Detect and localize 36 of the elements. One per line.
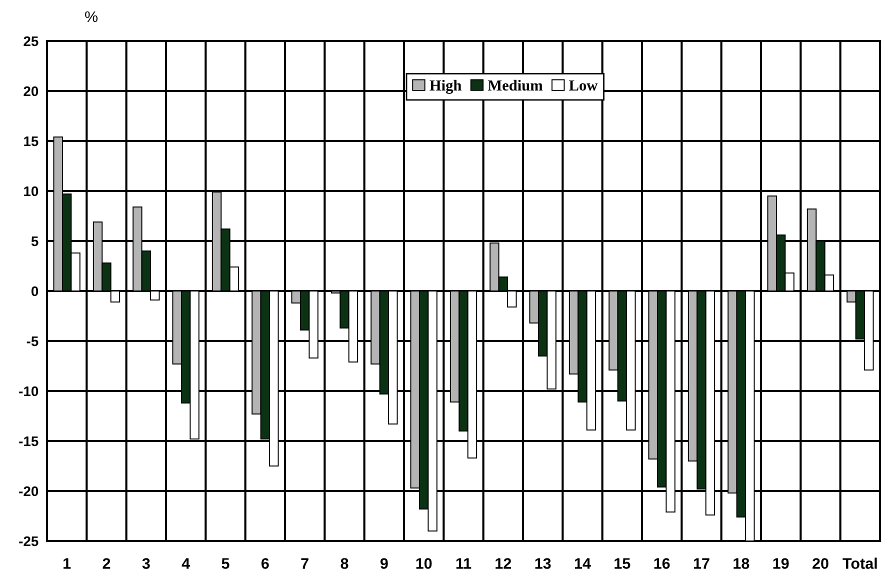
x-tick-label: 5 (222, 558, 230, 569)
y-tick-label: 25 (24, 36, 38, 46)
x-tick-label: 19 (773, 558, 789, 569)
x-tick-label: 10 (416, 558, 432, 569)
y-tick-label: 15 (24, 136, 38, 146)
x-tick-label: 1 (64, 558, 71, 569)
x-tick-label: 4 (182, 558, 190, 569)
x-tick-label: 8 (340, 558, 348, 569)
y-tick-label: 0 (31, 286, 38, 296)
x-tick-label: 18 (734, 558, 750, 569)
x-tick-label: 7 (301, 558, 308, 569)
legend-label: High (430, 80, 462, 94)
x-tick-label: 9 (380, 558, 388, 569)
x-tick-label: 16 (654, 558, 670, 569)
y-tick-label: 20 (24, 86, 38, 96)
x-tick-label: 14 (574, 558, 591, 569)
x-tick-label: 2 (102, 558, 110, 569)
y-tick-label: -15 (19, 436, 38, 446)
x-tick-label: 13 (535, 558, 551, 569)
x-tick-label: 6 (261, 558, 269, 569)
y-axis-title: % (85, 11, 98, 22)
y-tick-label: -25 (19, 536, 38, 546)
x-tick-label: 3 (142, 558, 150, 569)
y-tick-label: -10 (19, 386, 38, 396)
legend-label: Low (569, 80, 598, 91)
x-tick-label: 20 (812, 558, 828, 569)
x-tick-label: 15 (614, 558, 630, 569)
x-tick-label: 17 (694, 558, 710, 569)
y-tick-label: 10 (24, 186, 38, 196)
y-tick-label: -20 (19, 486, 38, 496)
x-tick-label: 11 (456, 558, 472, 569)
x-tick-label: Total (842, 558, 877, 569)
x-tick-label: 12 (496, 558, 512, 569)
y-tick-label: -5 (26, 336, 38, 346)
y-tick-label: 5 (31, 236, 38, 246)
legend-label: Medium (488, 80, 543, 91)
